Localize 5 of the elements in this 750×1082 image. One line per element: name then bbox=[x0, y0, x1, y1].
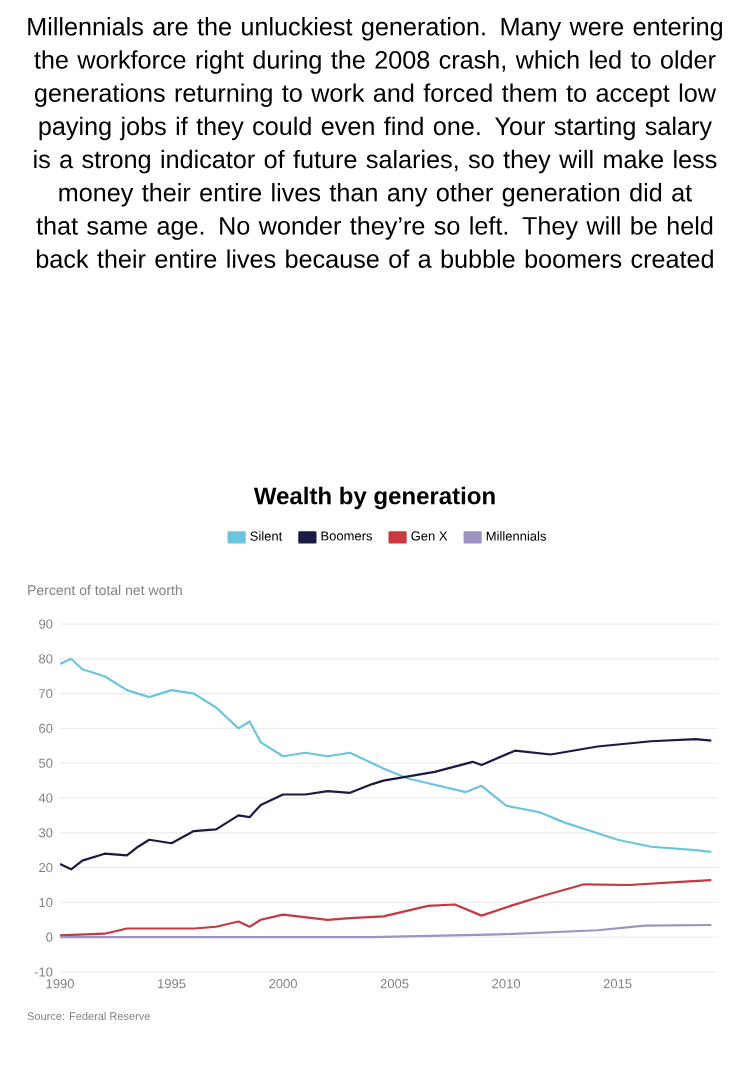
line-series bbox=[60, 923, 713, 939]
text: Millennials are the unluckiest generation. Many were entering the workforce right during the 2008 crash, which led to older generations returning to work and forced them to accept low paying jobs if they could even find one. Your starting salary is a strong indicator of future salaries, so they will make less money their entire lives than any other generation did at that same age. No wonder they’re so left. They will be held back their entire lives because of a bubble boomers created bbox=[28, 17, 723, 268]
chart-title: Wealth by generation bbox=[253, 486, 495, 510]
line-series bbox=[60, 657, 713, 854]
line-series bbox=[60, 738, 713, 871]
